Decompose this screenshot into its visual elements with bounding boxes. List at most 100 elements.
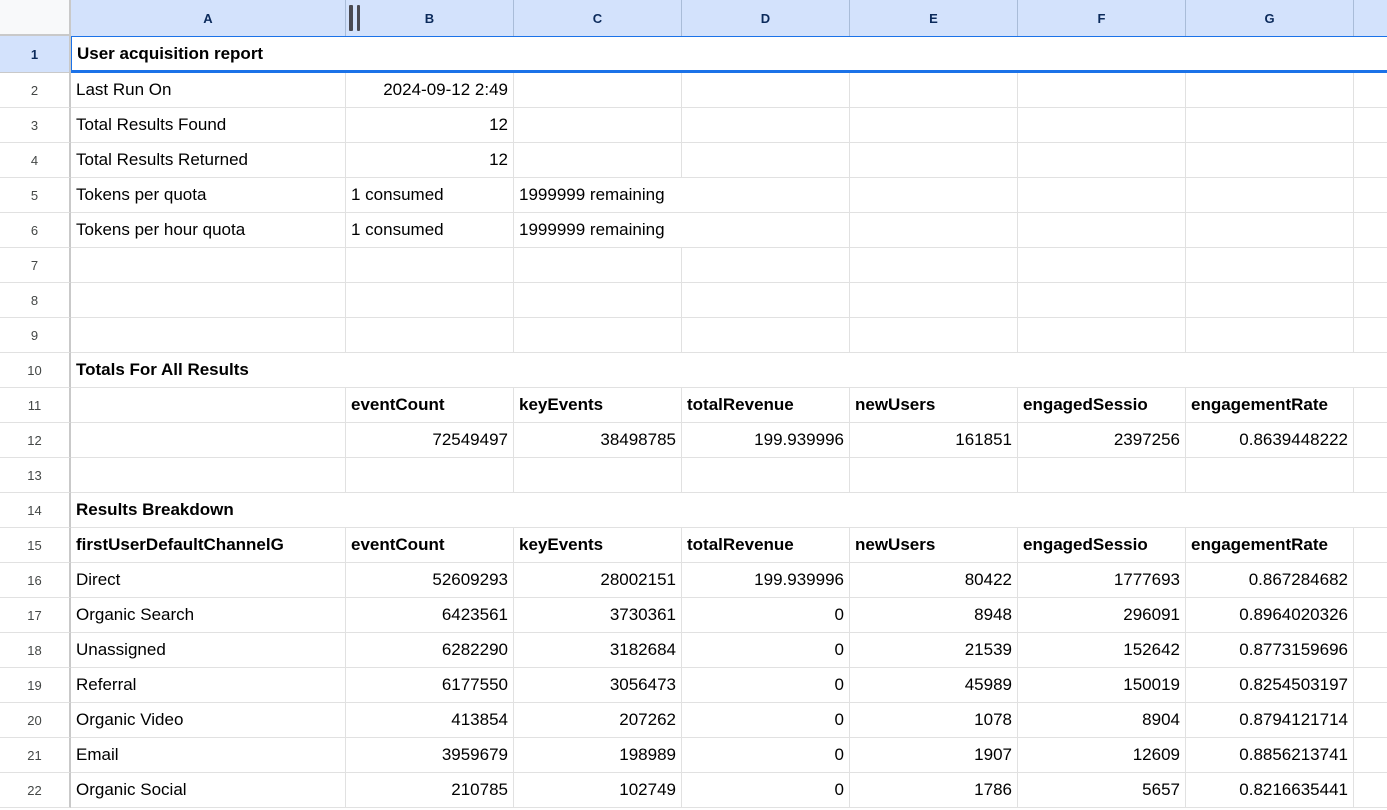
cell-d19-totalrevenue[interactable]: 0 <box>682 668 850 702</box>
cell-c7[interactable] <box>514 248 682 282</box>
cell-g22-engagementrate[interactable]: 0.8216635441 <box>1186 773 1354 807</box>
cell-g9[interactable] <box>1186 318 1354 352</box>
cell-d21-totalrevenue[interactable]: 0 <box>682 738 850 772</box>
cell-d13[interactable] <box>682 458 850 492</box>
cell-f9[interactable] <box>1018 318 1186 352</box>
cell-g3[interactable] <box>1186 108 1354 142</box>
cell-d8[interactable] <box>682 283 850 317</box>
column-header-e[interactable]: E <box>850 0 1018 36</box>
cell-h8[interactable] <box>1354 283 1387 317</box>
cell-c5[interactable]: 1999999 remaining <box>514 178 850 212</box>
cell-f18-engagedsessions[interactable]: 152642 <box>1018 633 1186 667</box>
cell-a15-header-channelgroup[interactable]: firstUserDefaultChannelG <box>71 528 346 562</box>
column-header-b[interactable]: B <box>346 0 514 36</box>
cell-a4[interactable]: Total Results Returned <box>71 143 346 177</box>
cell-d22-totalrevenue[interactable]: 0 <box>682 773 850 807</box>
cell-e11-header-newusers[interactable]: newUsers <box>850 388 1018 422</box>
cell-f2[interactable] <box>1018 73 1186 107</box>
cell-b21-eventcount[interactable]: 3959679 <box>346 738 514 772</box>
cell-e20-newusers[interactable]: 1078 <box>850 703 1018 737</box>
cell-a18-channel[interactable]: Unassigned <box>71 633 346 667</box>
cell-g18-engagementrate[interactable]: 0.8773159696 <box>1186 633 1354 667</box>
cell-a11[interactable] <box>71 388 346 422</box>
cell-b16-eventcount[interactable]: 52609293 <box>346 563 514 597</box>
cell-e9[interactable] <box>850 318 1018 352</box>
column-header-c[interactable]: C <box>514 0 682 36</box>
column-resize-handle-icon[interactable] <box>343 5 365 31</box>
cell-g5[interactable] <box>1186 178 1354 212</box>
cell-b15-header-eventcount[interactable]: eventCount <box>346 528 514 562</box>
row-header-4[interactable]: 4 <box>0 143 71 178</box>
cell-f19-engagedsessions[interactable]: 150019 <box>1018 668 1186 702</box>
cell-h7[interactable] <box>1354 248 1387 282</box>
cell-g2[interactable] <box>1186 73 1354 107</box>
cell-c13[interactable] <box>514 458 682 492</box>
cell-h11[interactable] <box>1354 388 1387 422</box>
cell-h4[interactable] <box>1354 143 1387 177</box>
cell-f7[interactable] <box>1018 248 1186 282</box>
cell-b20-eventcount[interactable]: 413854 <box>346 703 514 737</box>
cell-f13[interactable] <box>1018 458 1186 492</box>
cell-d12-total-totalrevenue[interactable]: 199.939996 <box>682 423 850 457</box>
cell-b22-eventcount[interactable]: 210785 <box>346 773 514 807</box>
cell-e12-total-newusers[interactable]: 161851 <box>850 423 1018 457</box>
cell-c20-keyevents[interactable]: 207262 <box>514 703 682 737</box>
cell-a9[interactable] <box>71 318 346 352</box>
cell-h13[interactable] <box>1354 458 1387 492</box>
cell-a6[interactable]: Tokens per hour quota <box>71 213 346 247</box>
cell-g16-engagementrate[interactable]: 0.867284682 <box>1186 563 1354 597</box>
cell-a19-channel[interactable]: Referral <box>71 668 346 702</box>
cell-d20-totalrevenue[interactable]: 0 <box>682 703 850 737</box>
cell-b5[interactable]: 1 consumed <box>346 178 514 212</box>
cell-c9[interactable] <box>514 318 682 352</box>
cell-h17[interactable] <box>1354 598 1387 632</box>
cell-d17-totalrevenue[interactable]: 0 <box>682 598 850 632</box>
cell-e3[interactable] <box>850 108 1018 142</box>
row-header-6[interactable]: 6 <box>0 213 71 248</box>
cell-f21-engagedsessions[interactable]: 12609 <box>1018 738 1186 772</box>
cell-e17-newusers[interactable]: 8948 <box>850 598 1018 632</box>
cell-f12-total-engagedsessions[interactable]: 2397256 <box>1018 423 1186 457</box>
cell-g11-header-engagementrate[interactable]: engagementRate <box>1186 388 1354 422</box>
cell-b7[interactable] <box>346 248 514 282</box>
cell-a8[interactable] <box>71 283 346 317</box>
column-header-a[interactable]: A <box>71 0 346 36</box>
cell-h21[interactable] <box>1354 738 1387 772</box>
row-header-22[interactable]: 22 <box>0 773 71 808</box>
cell-d18-totalrevenue[interactable]: 0 <box>682 633 850 667</box>
cell-d4[interactable] <box>682 143 850 177</box>
cell-g17-engagementrate[interactable]: 0.8964020326 <box>1186 598 1354 632</box>
cell-a3[interactable]: Total Results Found <box>71 108 346 142</box>
cell-e18-newusers[interactable]: 21539 <box>850 633 1018 667</box>
cell-e5[interactable] <box>850 178 1018 212</box>
cell-b12-total-eventcount[interactable]: 72549497 <box>346 423 514 457</box>
cell-f22-engagedsessions[interactable]: 5657 <box>1018 773 1186 807</box>
row-header-15[interactable]: 15 <box>0 528 71 563</box>
cell-g15-header-engagementrate[interactable]: engagementRate <box>1186 528 1354 562</box>
row-header-12[interactable]: 12 <box>0 423 71 458</box>
cell-e4[interactable] <box>850 143 1018 177</box>
row-header-14[interactable]: 14 <box>0 493 71 528</box>
cell-a17-channel[interactable]: Organic Search <box>71 598 346 632</box>
cell-h15[interactable] <box>1354 528 1387 562</box>
cell-a1-report-title[interactable]: User acquisition report <box>71 36 1387 70</box>
row-header-16[interactable]: 16 <box>0 563 71 598</box>
cell-h22[interactable] <box>1354 773 1387 807</box>
column-header-g[interactable]: G <box>1186 0 1354 36</box>
row-header-5[interactable]: 5 <box>0 178 71 213</box>
cell-d3[interactable] <box>682 108 850 142</box>
cell-e6[interactable] <box>850 213 1018 247</box>
cell-e22-newusers[interactable]: 1786 <box>850 773 1018 807</box>
cell-c21-keyevents[interactable]: 198989 <box>514 738 682 772</box>
cell-e8[interactable] <box>850 283 1018 317</box>
cell-g7[interactable] <box>1186 248 1354 282</box>
cell-e13[interactable] <box>850 458 1018 492</box>
cell-f15-header-engagedsessions[interactable]: engagedSessio <box>1018 528 1186 562</box>
cell-a5[interactable]: Tokens per quota <box>71 178 346 212</box>
cell-h6[interactable] <box>1354 213 1387 247</box>
cell-f20-engagedsessions[interactable]: 8904 <box>1018 703 1186 737</box>
cell-e21-newusers[interactable]: 1907 <box>850 738 1018 772</box>
cell-b13[interactable] <box>346 458 514 492</box>
row-header-18[interactable]: 18 <box>0 633 71 668</box>
row-header-8[interactable]: 8 <box>0 283 71 318</box>
